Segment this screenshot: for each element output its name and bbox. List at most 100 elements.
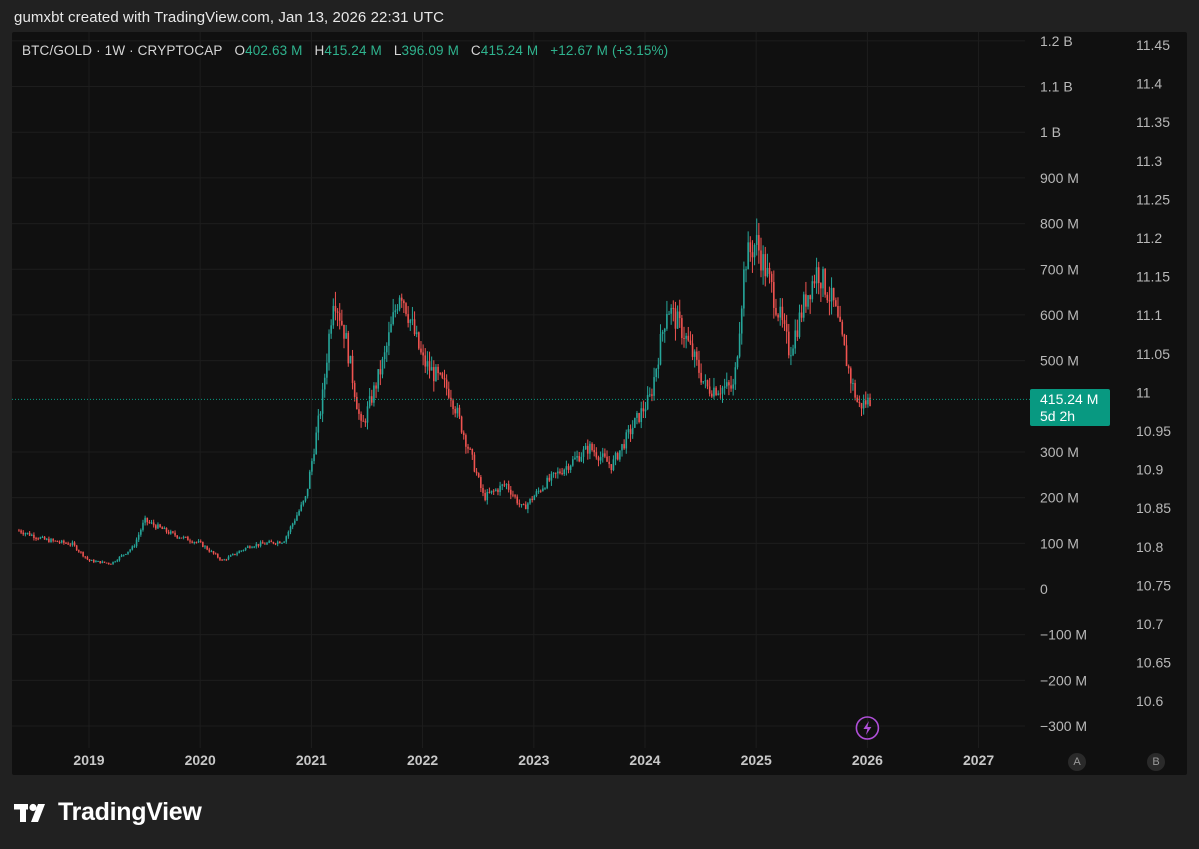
candle-body — [773, 282, 775, 308]
candle-body — [559, 471, 561, 474]
candle-body — [533, 496, 536, 501]
candle-body — [398, 297, 401, 310]
candle-body — [368, 396, 371, 407]
legend-open-value: 402.63 M — [245, 43, 303, 58]
candle-body — [67, 543, 69, 545]
candle-body — [582, 449, 585, 457]
candle-body — [482, 487, 484, 493]
candle-body — [22, 532, 25, 535]
tradingview-logo[interactable]: TradingView — [14, 798, 202, 827]
candle-body — [471, 448, 474, 455]
candle-body — [696, 351, 698, 360]
candle-body — [308, 471, 311, 489]
candle-body — [45, 538, 48, 540]
y-tick-label-left: 500 M — [1040, 353, 1079, 369]
candle-body — [627, 429, 630, 433]
legend-close-value: 415.24 M — [480, 43, 539, 58]
candle-body — [345, 333, 347, 339]
candle-body — [648, 394, 651, 396]
candle-body — [693, 351, 696, 357]
y-tick-label-left: −300 M — [1040, 718, 1087, 734]
candle-body — [473, 454, 476, 472]
candle-body — [75, 545, 78, 551]
candle-body — [621, 444, 623, 451]
candle-body — [231, 553, 234, 556]
candle-body — [304, 496, 307, 501]
candle-body — [313, 454, 315, 462]
candle-body — [595, 452, 598, 458]
secondary-scale-button[interactable]: B — [1147, 753, 1165, 771]
legend-symbol[interactable]: BTC/GOLD · 1W · CRYPTOCAP — [22, 43, 223, 58]
candle-body — [601, 453, 604, 457]
candle-body — [353, 383, 356, 397]
candle-body — [351, 355, 354, 384]
candle-body — [770, 273, 773, 283]
candle-body — [135, 539, 138, 547]
candle-body — [674, 308, 677, 329]
candle-body — [336, 311, 339, 313]
chart-panel[interactable]: 1.2 B 1.1 B 1 B 900 M 800 M 700 M 600 M 500 M 30… — [12, 32, 1187, 775]
candle-body — [172, 531, 174, 533]
candle-body — [572, 459, 574, 466]
candle-body — [477, 473, 480, 478]
candle-body — [99, 560, 102, 564]
candle-body — [234, 553, 236, 555]
candle-body — [492, 490, 495, 492]
candle-body — [779, 306, 782, 318]
candle-body — [760, 250, 762, 271]
candle-body — [787, 331, 790, 356]
legend-low-value: 396.09 M — [401, 43, 459, 58]
candle-body — [524, 504, 527, 510]
y-tick-label-left: 800 M — [1040, 216, 1079, 232]
candle-body — [242, 549, 245, 551]
candle-body — [214, 553, 217, 555]
candle-body — [272, 541, 275, 544]
candle-body — [698, 359, 700, 373]
candle-body — [550, 473, 553, 481]
candle-body — [392, 312, 394, 325]
candle-body — [728, 382, 730, 386]
candle-body — [642, 408, 645, 412]
candle-body — [212, 551, 215, 554]
candle-body — [321, 389, 324, 414]
candle-body — [792, 348, 794, 356]
candle-body — [516, 496, 519, 504]
candle-body — [281, 542, 283, 544]
candle-body — [552, 472, 555, 474]
candle-body — [373, 385, 375, 403]
candle-body — [225, 559, 228, 561]
tradingview-logo-icon — [14, 803, 45, 822]
candle-body — [244, 547, 247, 550]
candle-body — [766, 267, 769, 277]
y-tick-label-right: 10.8 — [1136, 539, 1163, 555]
candle-body — [847, 366, 850, 369]
candle-body — [488, 491, 491, 493]
candle-body — [542, 488, 544, 492]
x-tick-label: 2026 — [852, 752, 883, 768]
candle-body — [92, 560, 95, 563]
candle-body — [685, 335, 687, 339]
candle-body — [217, 554, 219, 558]
candle-body — [270, 541, 273, 543]
candle-body — [326, 362, 328, 378]
candle-body — [257, 544, 260, 546]
candle-body — [580, 456, 583, 462]
y-tick-label-left: 1.2 B — [1040, 33, 1073, 49]
candle-body — [285, 536, 288, 542]
candle-body — [341, 320, 343, 325]
candle-body — [815, 267, 818, 284]
candle-body — [133, 546, 136, 548]
candle-body — [501, 484, 504, 486]
candle-body — [458, 407, 461, 417]
candle-body — [708, 386, 711, 394]
candle-body — [202, 541, 204, 547]
auto-scale-button[interactable]: A — [1068, 753, 1086, 771]
candle-body — [852, 383, 854, 385]
y-tick-label-right: 11.4 — [1136, 76, 1162, 92]
candle-body — [338, 312, 341, 321]
y-tick-label-right: 11.1 — [1136, 307, 1162, 323]
bar-countdown: 5d 2h — [1040, 408, 1076, 424]
candle-body — [328, 333, 330, 363]
candlestick-chart[interactable]: 1.2 B 1.1 B 1 B 900 M 800 M 700 M 600 M 500 M 30… — [12, 32, 1187, 775]
candle-body — [283, 541, 285, 543]
